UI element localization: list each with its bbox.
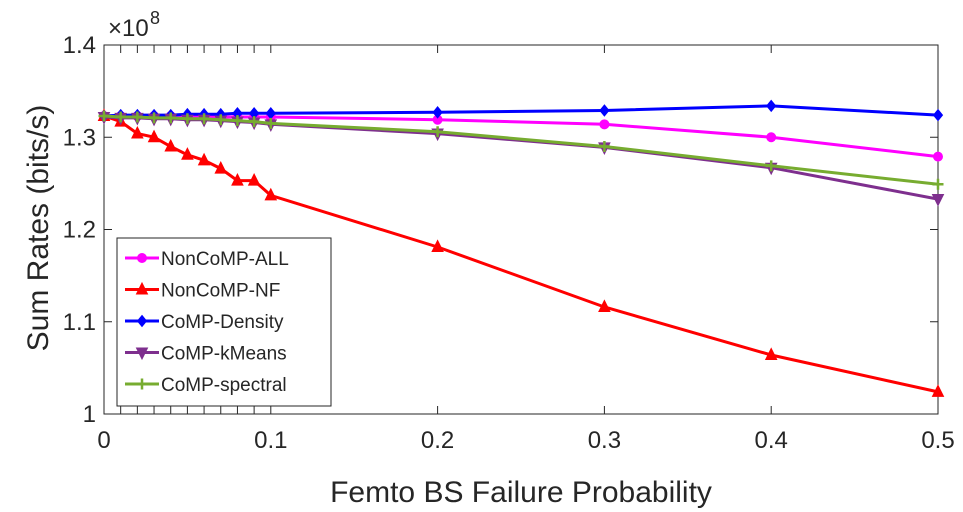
x-axis-label: Femto BS Failure Probability [330,476,712,509]
data-point [181,147,194,160]
y-tick-label: 1 [83,401,96,428]
x-tick-label: 0.1 [254,427,287,454]
legend-marker [136,378,148,390]
data-point [131,125,144,139]
data-point [764,347,778,360]
data-point [932,108,944,122]
data-point [215,114,227,126]
data-point [181,113,193,125]
data-point [214,160,228,174]
y-tick-label: 1.1 [63,309,96,336]
x-tick-label: 0.5 [921,427,954,454]
legend-marker [137,253,147,263]
data-point [598,299,611,312]
y-axis-label: Sum Rates (bits/s) [22,105,55,352]
x-tick-label: 0.2 [421,427,454,454]
data-point [198,113,210,125]
data-point [147,129,161,143]
data-point [432,106,443,119]
data-point [431,239,444,253]
data-point [165,112,177,124]
x-tick-label: 0.3 [588,427,621,454]
data-point [115,111,127,123]
y-exponent-label: ×10 [108,15,149,42]
plot-area: 1 1.1 1.2 1.3 1.4 0 0.1 0.2 0.3 0.4 0.5 [63,32,955,454]
data-point [98,110,110,122]
legend-label: CoMP-Density [161,312,284,333]
y-exponent-power: 8 [150,8,160,28]
legend-marker [135,347,149,361]
data-point [248,116,260,128]
legend-label: CoMP-spectral [161,375,287,396]
legend-label: NonCoMP-NF [161,281,280,302]
y-tick-label: 1.2 [63,217,96,244]
series-line [103,104,939,118]
data-point [599,104,610,117]
data-point [231,172,244,186]
y-tick-label: 1.3 [63,124,96,151]
data-point [931,384,945,397]
x-tick-label: 0 [97,427,110,454]
data-point [932,178,944,190]
data-point [197,152,211,166]
x-tick-label: 0.4 [755,427,788,454]
data-point [131,111,143,123]
data-point [599,119,610,130]
data-point [164,138,178,152]
data-point [766,99,777,113]
legend: NonCoMP-ALL NonCoMP-NF CoMP-Density CoMP-kM… [116,237,332,407]
series-line [103,115,939,201]
data-point [231,115,243,127]
legend-label: CoMP-kMeans [161,344,287,365]
legend-marker [135,281,149,295]
data-point [933,151,943,162]
legend-marker [136,314,148,328]
y-tick-label: 1.4 [63,32,96,59]
data-point [766,132,777,143]
data-point [931,194,945,207]
data-point [247,172,261,186]
legend-label: NonCoMP-ALL [161,249,289,270]
data-point [765,160,777,172]
data-point [264,187,278,201]
data-point [265,117,277,129]
data-point [598,140,610,152]
data-point [432,126,444,138]
data-point [148,112,160,124]
